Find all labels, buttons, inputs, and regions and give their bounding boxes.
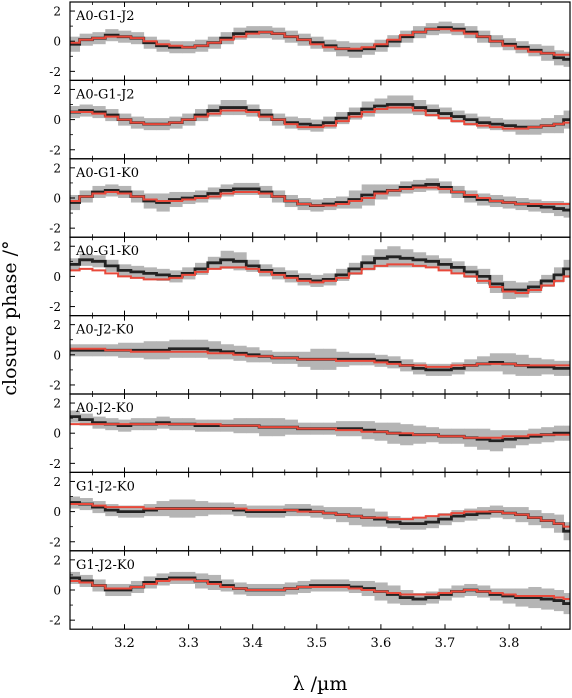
y-tick-label: 0 [53, 505, 61, 519]
baseline-triangle-label: G1-J2-K0 [76, 558, 135, 573]
panel-4: -2 0 2 A0-G1-K0 [49, 236, 571, 317]
panel-plot-area [70, 410, 570, 452]
x-tick-label: 3.5 [306, 636, 327, 651]
panel-2: -2 0 2 A0-G1-J2 [49, 79, 571, 160]
y-tick-label: -2 [49, 614, 61, 628]
x-axis-label: λ /µm [293, 673, 348, 695]
y-tick-label: 0 [53, 584, 61, 598]
model-line [70, 578, 570, 601]
panel-5: -2 0 2 A0-J2-K0 [49, 315, 571, 395]
model-line [70, 106, 570, 130]
baseline-triangle-label: A0-G1-K0 [75, 166, 139, 181]
x-tick-label: 3.7 [435, 636, 456, 651]
y-tick-label: 0 [53, 113, 61, 127]
panel-plot-area [70, 496, 570, 541]
y-tick-label: -2 [49, 378, 61, 392]
panel-6: -2 0 2 A0-J2-K0 [49, 393, 571, 474]
baseline-triangle-label: A0-G1-K0 [75, 244, 139, 259]
baseline-triangle-label: A0-J2-K0 [75, 401, 134, 416]
y-tick-label: 2 [53, 475, 61, 489]
y-tick-label: 2 [53, 83, 61, 97]
observed-line [70, 347, 570, 372]
y-tick-label: -2 [49, 143, 61, 157]
panel-plot-area [70, 95, 570, 135]
model-line [70, 347, 570, 368]
y-tick-label: 2 [53, 318, 61, 332]
y-tick-label: 2 [53, 5, 61, 19]
y-tick-label: 0 [53, 192, 61, 206]
y-tick-label: 0 [53, 270, 61, 284]
y-tick-label: -2 [49, 222, 61, 236]
panel-plot-area [70, 178, 570, 218]
y-tick-label: 0 [53, 348, 61, 362]
model-line [70, 28, 570, 56]
panel-3: -2 0 2 A0-G1-K0 [49, 158, 571, 238]
panel-plot-area [70, 339, 570, 376]
baseline-triangle-label: A0-G1-J2 [75, 87, 135, 102]
model-line [70, 263, 570, 294]
baseline-triangle-label: G1-J2-K0 [76, 479, 135, 494]
x-tick-label: 3.4 [242, 636, 263, 651]
baseline-triangle-label: A0-J2-K0 [75, 323, 134, 338]
y-tick-label: -2 [49, 457, 61, 471]
y-tick-label: 0 [53, 35, 61, 49]
model-line [70, 186, 570, 207]
x-tick-label: 3.8 [499, 636, 520, 651]
y-tick-label: 2 [53, 397, 61, 411]
panel-1: -2 0 2 A0-G1-J2 [49, 1, 571, 82]
model-line [70, 423, 570, 439]
panel-plot-area [70, 246, 570, 300]
y-tick-label: 2 [53, 553, 61, 567]
x-tick-label: 3.6 [371, 636, 392, 651]
model-line [70, 503, 570, 528]
x-tick-label: 3.3 [178, 636, 199, 651]
panel-7: -2 0 2 G1-J2-K0 [49, 471, 571, 552]
y-tick-label: -2 [49, 300, 61, 314]
panel-plot-area [70, 21, 570, 67]
y-tick-label: 2 [53, 240, 61, 254]
panel-stack: -2 0 2 A0-G1-J2 -2 0 2 A0-G1-J2 -2 0 2 A0-G1-K0 -2 0 2… [49, 1, 571, 651]
y-tick-label: -2 [49, 65, 61, 79]
y-tick-label: -2 [49, 535, 61, 549]
panel-plot-area [70, 571, 570, 615]
y-tick-label: 2 [53, 161, 61, 175]
panel-8: -2 0 2 G1-J2-K0 [49, 550, 571, 630]
y-tick-label: 0 [53, 427, 61, 441]
baseline-triangle-label: A0-G1-J2 [75, 9, 135, 24]
y-axis-label: closure phase /° [0, 240, 21, 395]
x-tick-label: 3.2 [114, 636, 135, 651]
